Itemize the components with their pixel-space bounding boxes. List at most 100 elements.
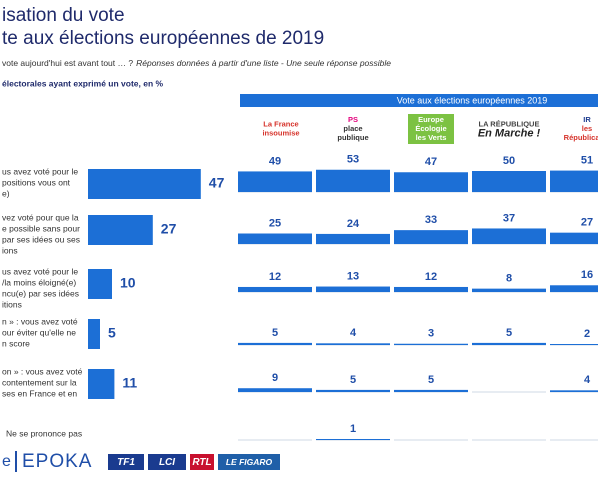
row-label: positions vous ont [2,177,71,187]
party-logo-text: La France [263,119,298,128]
party-value: 16 [581,269,593,281]
row-label: us avez voté pour le [2,266,78,276]
row-label: e possible sans pour [2,223,80,233]
party-logo-text: place [343,124,362,133]
party-bar [316,233,390,244]
question-text: vote aujourd'hui est avant tout … ? [2,58,133,68]
party-value: 2 [584,328,590,340]
footer-logo-box [148,454,186,470]
party-bar [550,170,598,192]
row-label: our éviter qu'elle ne [2,327,76,337]
party-value: 50 [503,155,515,167]
total-bar [88,269,112,299]
party-value: 3 [428,328,434,340]
party-bar [394,389,468,392]
party-bar [472,171,546,192]
total-bar [88,369,115,399]
party-logo-text: les Verts [416,133,447,142]
row-label: Ne se prononce pas [6,428,82,438]
row-label: itions [2,299,22,309]
footer-logo: RTL [192,457,211,468]
footer-logo: e [2,453,11,470]
party-logo-text: publique [337,133,368,142]
party-bar [472,288,546,292]
party-logo-text: IR [583,115,591,124]
footer-logo: LCI [159,457,175,468]
party-value: 9 [272,372,278,384]
party-bar [394,343,468,345]
row-label: vez voté pour que la [2,212,79,222]
party-bar [394,286,468,292]
party-logo-bg [408,114,454,144]
group-header: Vote aux élections européennes 2019 [397,95,548,105]
party-value: 49 [269,155,281,167]
total-bar [88,169,201,199]
party-value: 8 [506,273,512,285]
row-label: n score [2,338,30,348]
party-value: 51 [581,154,593,166]
title-line: te aux élections européennes de 2019 [2,28,324,49]
party-bar [550,285,598,292]
base-note: électorales ayant exprimé un vote, en % [2,78,164,88]
party-logo-text: Républicains [564,133,598,142]
party-value: 27 [581,217,593,229]
party-value: 5 [272,327,278,339]
title-line: isation du vote [2,5,125,26]
party-logo-text: LA RÉPUBLIQUE [479,119,540,128]
party-value: 5 [506,327,512,339]
total-value: 27 [161,221,177,237]
total-bar [88,319,100,349]
party-value: 47 [425,156,437,168]
party-value: 4 [584,374,591,386]
party-bar [238,233,312,244]
party-bar [238,388,312,392]
row-label: ncu(e) par ses idées [2,288,79,298]
party-bar [316,343,390,345]
group-header-bar [240,94,598,107]
party-bar [316,169,390,192]
party-bar [472,228,546,244]
party-bar [238,286,312,292]
row-label: /la moins éloigné(e) [2,277,76,287]
row-label: par ses idées ou ses [2,234,80,244]
party-logo-text: insoumise [262,128,299,137]
party-bar [316,286,390,292]
row-label: n » : vous avez voté [2,316,78,326]
party-logo-text: En Marche ! [478,127,541,139]
row-label: ses en France et en [2,388,77,398]
party-logo-text: Europe [418,115,444,124]
total-value: 47 [209,175,225,191]
party-value: 5 [428,374,434,386]
party-bar [238,342,312,345]
party-bar [316,439,390,440]
party-bar [316,389,390,392]
footer-logo: EPOKA [22,451,92,472]
party-value: 5 [350,374,356,386]
party-value: 24 [347,218,360,230]
party-value: 37 [503,212,515,224]
total-bar [88,215,153,245]
party-value: 53 [347,154,359,166]
party-value: 1 [350,423,356,435]
party-value: 25 [269,217,281,229]
party-value: 4 [350,327,357,339]
footer-logo-box [108,454,144,470]
party-bar [550,344,598,345]
row-label: ions [2,245,18,255]
question-note: Réponses données à partir d'une liste - … [136,58,391,68]
party-logo-text: Écologie [415,124,446,133]
question: vote aujourd'hui est avant tout … ? Répon… [2,58,391,68]
party-bar [550,232,598,244]
party-value: 12 [269,271,281,283]
party-value: 13 [347,270,359,282]
row-label: on » : vous avez voté [2,366,83,376]
total-value: 5 [108,325,116,341]
footer-logo: LE FIGARO [226,457,273,467]
row-label: e) [2,188,10,198]
party-logo-text: PS [348,115,358,124]
total-value: 11 [122,375,137,391]
row-label: contentement sur la [2,377,77,387]
party-value: 12 [425,271,437,283]
